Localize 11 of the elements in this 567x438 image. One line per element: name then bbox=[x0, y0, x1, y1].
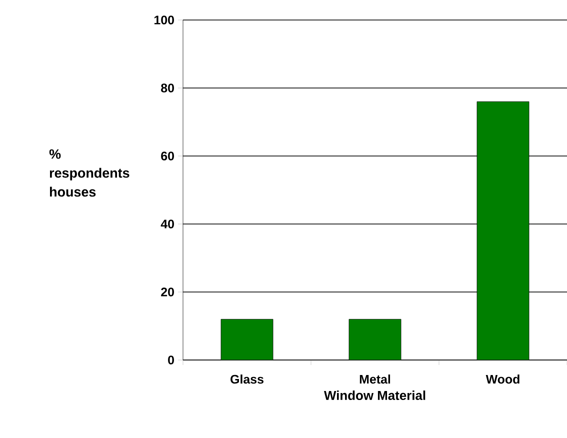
x-axis-title: Window Material bbox=[324, 390, 426, 400]
y-tick-label: 0 bbox=[168, 356, 174, 364]
y-tick-label: 60 bbox=[161, 152, 174, 160]
x-tick-label: Metal bbox=[360, 374, 390, 384]
y-tick-label: 20 bbox=[161, 288, 174, 296]
y-axis-title: % respondents houses bbox=[49, 149, 130, 197]
y-tick-label: 40 bbox=[160, 220, 174, 228]
x-tick-label: Glass bbox=[230, 374, 264, 384]
y-tick-label: 80 bbox=[161, 84, 174, 92]
y-tick-label: 100 bbox=[154, 16, 174, 24]
x-tick-label: Wood bbox=[486, 374, 520, 384]
